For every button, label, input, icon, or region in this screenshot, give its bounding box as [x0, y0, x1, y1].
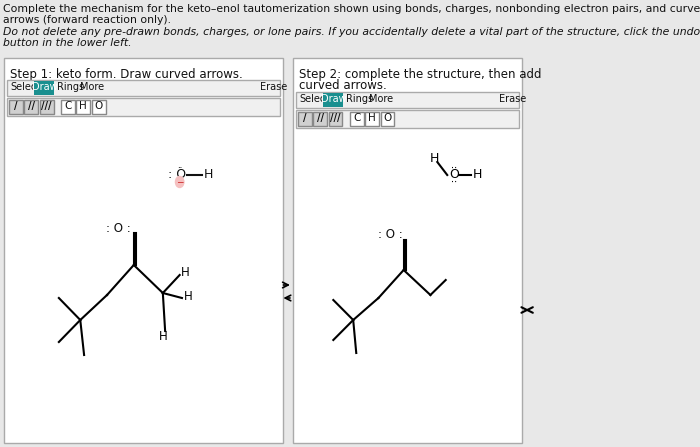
Bar: [61, 100, 75, 114]
Text: More: More: [370, 94, 393, 104]
Text: More: More: [80, 82, 104, 92]
Text: : O :: : O :: [106, 222, 131, 235]
Text: ⋅⋅: ⋅⋅: [177, 164, 182, 173]
Text: H: H: [181, 266, 190, 279]
Bar: [4, 58, 283, 443]
Text: //: //: [317, 113, 324, 123]
Text: Select: Select: [300, 94, 330, 104]
Text: Draw: Draw: [321, 94, 346, 104]
Text: O: O: [384, 113, 392, 123]
Text: Erase: Erase: [260, 82, 287, 92]
Text: /: /: [303, 113, 307, 123]
Bar: [76, 100, 90, 114]
Bar: [293, 58, 522, 443]
Bar: [329, 112, 342, 126]
Bar: [381, 112, 395, 126]
Text: Rings: Rings: [346, 94, 373, 104]
Text: button in the lower left.: button in the lower left.: [3, 38, 132, 48]
Text: C: C: [64, 101, 71, 111]
Text: //: //: [28, 101, 35, 111]
Bar: [296, 110, 519, 128]
Text: Erase: Erase: [499, 94, 526, 104]
Text: ///: ///: [330, 113, 341, 123]
Text: Do not delete any pre-drawn bonds, charges, or lone pairs. If you accidentally d: Do not delete any pre-drawn bonds, charg…: [3, 27, 700, 37]
Bar: [34, 81, 55, 95]
Bar: [365, 112, 379, 126]
Text: Select: Select: [10, 82, 41, 92]
Bar: [7, 98, 280, 116]
Text: Draw: Draw: [32, 82, 57, 92]
Text: ⋅⋅: ⋅⋅: [451, 177, 457, 187]
Bar: [350, 112, 364, 126]
Bar: [323, 93, 343, 107]
Text: H: H: [473, 169, 482, 181]
Bar: [92, 100, 106, 114]
Bar: [25, 100, 38, 114]
Text: H: H: [80, 101, 88, 111]
Text: arrows (forward reaction only).: arrows (forward reaction only).: [3, 15, 171, 25]
Text: H: H: [204, 169, 214, 181]
Text: : O: : O: [168, 169, 186, 181]
Text: ⋅⋅: ⋅⋅: [451, 163, 457, 173]
Text: ///: ///: [41, 101, 52, 111]
Text: Complete the mechanism for the keto–enol tautomerization shown using bonds, char: Complete the mechanism for the keto–enol…: [3, 4, 700, 14]
Bar: [40, 100, 53, 114]
Text: : O :: : O :: [377, 228, 402, 241]
Text: H: H: [183, 290, 192, 303]
Bar: [7, 80, 280, 96]
Text: O: O: [94, 101, 103, 111]
Text: O: O: [449, 169, 459, 181]
Text: curved arrows.: curved arrows.: [299, 79, 386, 92]
Bar: [314, 112, 327, 126]
Text: Step 1: keto form. Draw curved arrows.: Step 1: keto form. Draw curved arrows.: [10, 68, 243, 81]
Text: Rings: Rings: [57, 82, 85, 92]
Text: C: C: [354, 113, 360, 123]
Text: H: H: [430, 152, 439, 164]
Bar: [298, 112, 312, 126]
Circle shape: [176, 177, 184, 187]
Text: H: H: [159, 330, 168, 343]
Text: H: H: [368, 113, 376, 123]
Text: /: /: [14, 101, 18, 111]
Text: −: −: [176, 177, 183, 186]
Text: Step 2: complete the structure, then add: Step 2: complete the structure, then add: [299, 68, 541, 81]
Bar: [9, 100, 23, 114]
Bar: [296, 92, 519, 108]
